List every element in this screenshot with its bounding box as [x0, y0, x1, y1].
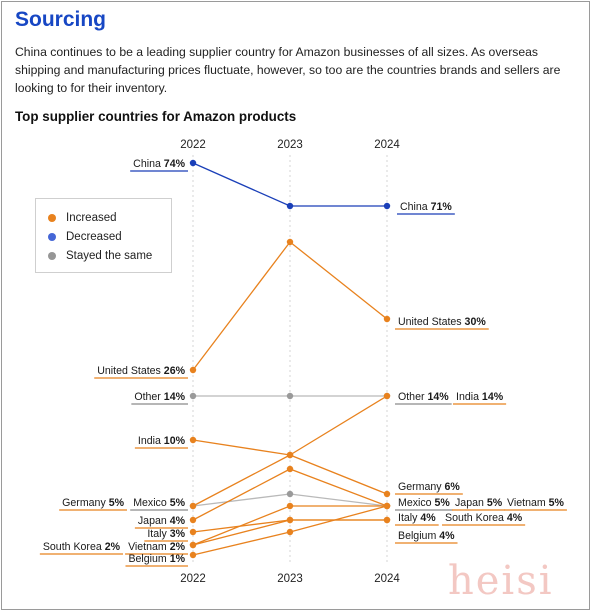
svg-text:India 10%: India 10%	[138, 435, 186, 447]
data-label-other-2022: Other 14%	[131, 391, 188, 405]
svg-text:Japan 4%: Japan 4%	[138, 515, 186, 527]
point-india-2024	[383, 392, 391, 400]
svg-text:Other 14%: Other 14%	[134, 391, 185, 403]
svg-text:Japan 5%: Japan 5%	[455, 497, 503, 509]
year-label-top-2022: 2022	[180, 139, 206, 151]
point-germany-2023	[286, 451, 294, 459]
point-italy-2022	[189, 528, 197, 536]
point-united-states-2024	[383, 315, 391, 323]
point-united-states-2022	[189, 366, 197, 374]
data-label-italy-2024: Italy 4%	[395, 512, 439, 526]
svg-text:Italy 3%: Italy 3%	[147, 528, 185, 540]
year-label-bottom-2022: 2022	[180, 573, 206, 585]
svg-text:Belgium 1%: Belgium 1%	[128, 553, 185, 565]
point-germany-2024	[383, 490, 391, 498]
legend-label-decreased: Decreased	[66, 231, 122, 243]
svg-text:South Korea 4%: South Korea 4%	[445, 512, 523, 524]
data-label-united-states-2024: United States 30%	[395, 316, 489, 330]
watermark: heisi	[448, 558, 554, 604]
point-united-states-2023	[286, 238, 294, 246]
point-japan-2022	[189, 516, 197, 524]
svg-text:Belgium 4%: Belgium 4%	[398, 530, 455, 542]
year-label-bottom-2024: 2024	[374, 573, 400, 585]
svg-text:United States 30%: United States 30%	[398, 316, 486, 328]
page-title: Sourcing	[15, 8, 107, 31]
data-label-belgium-2024: Belgium 4%	[395, 530, 458, 544]
point-japan-2023	[286, 465, 294, 473]
point-china-2023	[286, 202, 294, 210]
point-india-2022	[189, 436, 197, 444]
point-belgium-2023	[286, 528, 294, 536]
svg-text:United States 26%: United States 26%	[97, 365, 185, 377]
svg-text:Italy 4%: Italy 4%	[398, 512, 436, 524]
data-label-china-2022: China 74%	[130, 158, 188, 172]
data-label-vietnam-2024: Vietnam 5%	[504, 497, 567, 511]
data-label-japan-2024: Japan 5%	[452, 497, 506, 511]
data-label-belgium-2022: Belgium 1%	[125, 553, 188, 567]
legend-label-increased: Increased	[66, 212, 117, 224]
data-label-other-2024: Other 14%	[395, 391, 452, 405]
svg-text:Vietnam 2%: Vietnam 2%	[128, 541, 186, 553]
data-label-germany-2022: Germany 5%	[59, 497, 127, 511]
svg-text:South Korea 2%: South Korea 2%	[43, 541, 121, 553]
legend-label-same: Stayed the same	[66, 250, 153, 262]
point-china-2024	[383, 202, 391, 210]
data-label-south-korea-2022: South Korea 2%	[39, 541, 123, 555]
year-label-top-2023: 2023	[277, 139, 303, 151]
legend-swatch-decreased	[48, 233, 56, 241]
data-label-south-korea-2024: South Korea 4%	[442, 512, 526, 526]
point-belgium-2024	[383, 502, 391, 510]
legend-swatch-increased	[48, 214, 56, 222]
svg-text:Vietnam 5%: Vietnam 5%	[507, 497, 565, 509]
year-label-top-2024: 2024	[374, 139, 400, 151]
data-label-china-2024: China 71%	[397, 201, 455, 215]
point-south-korea-2024	[383, 516, 391, 524]
data-label-vietnam-2022: Vietnam 2%	[125, 541, 188, 555]
point-south-korea-2023	[286, 516, 294, 524]
point-south-korea-2022	[189, 541, 197, 549]
svg-text:Germany 6%: Germany 6%	[398, 481, 460, 493]
legend-swatch-same	[48, 252, 56, 260]
chart-title: Top supplier countries for Amazon produc…	[15, 109, 297, 124]
data-label-germany-2024: Germany 6%	[395, 481, 463, 495]
svg-text:Other 14%: Other 14%	[398, 391, 449, 403]
data-label-india-2024: India 14%	[453, 391, 507, 405]
legend-item-same: Stayed the same	[48, 248, 152, 264]
year-label-bottom-2023: 2023	[277, 573, 303, 585]
svg-text:Mexico 5%: Mexico 5%	[398, 497, 450, 509]
point-belgium-2022	[189, 551, 197, 559]
svg-text:Mexico 5%: Mexico 5%	[133, 497, 185, 509]
svg-text:Germany 5%: Germany 5%	[62, 497, 124, 509]
point-mexico-2023	[286, 490, 294, 498]
point-other-2023	[286, 392, 294, 400]
legend-item-decreased: Decreased	[48, 229, 122, 245]
data-label-italy-2022: Italy 3%	[144, 528, 188, 542]
svg-text:China 71%: China 71%	[400, 201, 452, 213]
data-label-united-states-2022: United States 26%	[94, 365, 188, 379]
legend-item-increased: Increased	[48, 210, 117, 226]
intro-paragraph: China continues to be a leading supplier…	[15, 45, 561, 95]
svg-text:China 74%: China 74%	[133, 158, 185, 170]
data-label-mexico-2022: Mexico 5%	[130, 497, 188, 511]
data-label-mexico-2024: Mexico 5%	[395, 497, 453, 511]
data-label-india-2022: India 10%	[134, 435, 188, 449]
point-china-2022	[189, 159, 197, 167]
series-line-china	[192, 162, 387, 207]
svg-text:India 14%: India 14%	[456, 391, 504, 403]
point-germany-2022	[189, 502, 197, 510]
point-other-2022	[189, 392, 197, 400]
data-label-japan-2022: Japan 4%	[134, 515, 188, 529]
point-vietnam-2023	[286, 502, 294, 510]
chart-legend: Increased Decreased Stayed the same	[35, 198, 172, 273]
